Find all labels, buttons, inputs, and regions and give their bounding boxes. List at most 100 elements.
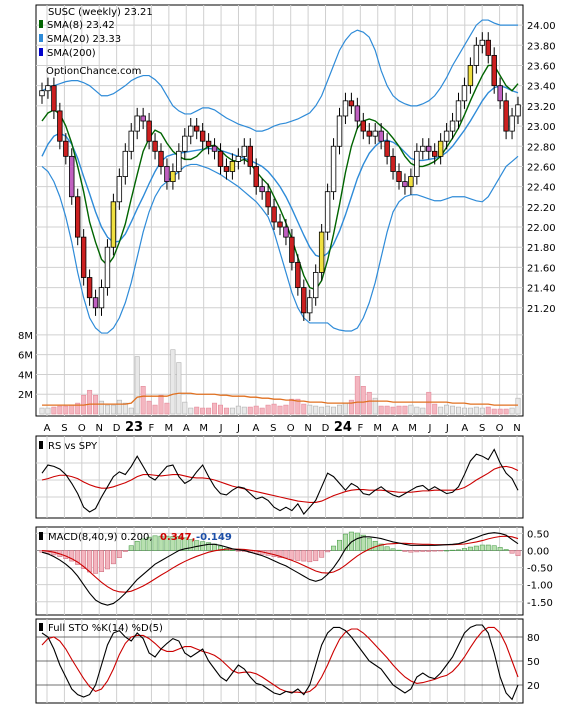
volume-bar	[51, 406, 57, 415]
volume-bar	[146, 400, 152, 415]
macd-histogram-bar	[99, 550, 105, 572]
macd-histogram-bar	[366, 537, 372, 551]
volume-bar	[158, 394, 164, 415]
macd-histogram-bar	[384, 546, 390, 551]
macd-tick-label: -0.50	[527, 564, 553, 575]
volume-bar	[194, 406, 200, 415]
volume-bar	[372, 397, 378, 415]
volume-bar	[128, 407, 134, 415]
volume-bar	[295, 398, 301, 415]
sto-d-line	[41, 626, 519, 694]
candle-body	[39, 90, 45, 97]
candle-body	[253, 166, 259, 188]
month-label: F	[149, 423, 155, 434]
candle	[211, 138, 218, 160]
candle	[241, 138, 247, 165]
rs-panel	[35, 435, 524, 519]
volume-bar	[503, 408, 509, 415]
candle-body	[134, 115, 140, 132]
month-label: D	[322, 423, 330, 434]
volume-bar	[461, 407, 467, 415]
macd-histogram-bar	[128, 545, 134, 551]
candle-body	[390, 155, 396, 172]
candle	[63, 133, 69, 165]
volume-bar	[170, 349, 176, 415]
price-tick-label: 22.40	[527, 183, 556, 194]
candle	[69, 148, 75, 205]
bollinger-lower	[41, 155, 519, 334]
macd-histogram-bar	[170, 536, 176, 551]
month-label: O	[287, 423, 295, 434]
volume-bar	[235, 405, 241, 415]
candle	[51, 77, 57, 119]
volume-bar	[301, 403, 307, 415]
volume-bar	[384, 405, 390, 415]
macd-histogram-bar	[63, 550, 69, 559]
volume-bar	[253, 405, 259, 415]
macd-histogram-bar	[390, 548, 396, 551]
candle	[455, 92, 462, 130]
candle-body	[301, 287, 307, 314]
month-label: J	[427, 423, 431, 434]
candle	[301, 279, 307, 321]
volume-bar	[87, 389, 93, 415]
candle-body	[312, 272, 319, 299]
macd-histogram-bar	[152, 535, 158, 551]
macd-histogram-bar	[473, 545, 479, 551]
volume-bar	[182, 401, 188, 415]
candle	[116, 168, 123, 210]
price-tick-label: 22.60	[527, 162, 556, 173]
candle	[295, 254, 301, 296]
candle-body	[479, 39, 485, 46]
macd-histogram-bar	[110, 550, 116, 565]
candle	[467, 57, 474, 94]
macd-histogram-bar	[164, 535, 170, 551]
candle	[158, 143, 164, 175]
candle-body	[408, 176, 414, 188]
volume-bar	[390, 406, 396, 415]
volume-bar	[176, 362, 182, 415]
macd-histogram-bar	[134, 540, 140, 551]
candle	[205, 133, 212, 155]
macd-histogram-bar	[116, 550, 122, 558]
sma8-line	[41, 64, 519, 291]
candle	[265, 183, 271, 215]
volume-bar	[259, 407, 265, 415]
volume-bar	[354, 376, 360, 415]
macd-histogram-bar	[426, 550, 432, 552]
watermark: OptionChance.com	[46, 66, 141, 77]
candle	[182, 128, 188, 160]
candle-body	[449, 120, 456, 132]
month-label: M	[408, 423, 417, 434]
sto-tick-label: 20	[527, 681, 540, 692]
sto-k-line	[41, 624, 519, 701]
candle	[479, 32, 485, 54]
candle-body	[104, 246, 111, 289]
macd-histogram-bar	[229, 549, 235, 551]
volume-bar	[110, 404, 116, 415]
candle-body	[86, 277, 93, 299]
volume-bar	[319, 406, 325, 415]
candle-body	[414, 150, 420, 177]
candle	[342, 92, 349, 125]
macd-histogram-bar	[497, 547, 503, 551]
candle	[396, 163, 402, 190]
rs-ma-line	[41, 465, 519, 503]
macd-histogram-bar	[235, 550, 241, 552]
candle	[330, 138, 337, 200]
candle	[80, 229, 87, 286]
month-label: J	[445, 423, 449, 434]
macd-histogram-bar	[408, 550, 414, 553]
candle	[217, 143, 224, 175]
volume-bar	[479, 407, 485, 415]
candle	[134, 107, 140, 140]
volume-bar	[342, 402, 348, 415]
macd-histogram-bar	[354, 532, 360, 551]
price-tick-label: 21.80	[527, 243, 556, 254]
candle	[307, 289, 313, 321]
volume-bar	[218, 404, 224, 415]
rs-legend-swatch	[39, 441, 43, 449]
sma20-line	[41, 84, 519, 259]
candle	[503, 92, 509, 140]
candle-body	[330, 145, 337, 193]
